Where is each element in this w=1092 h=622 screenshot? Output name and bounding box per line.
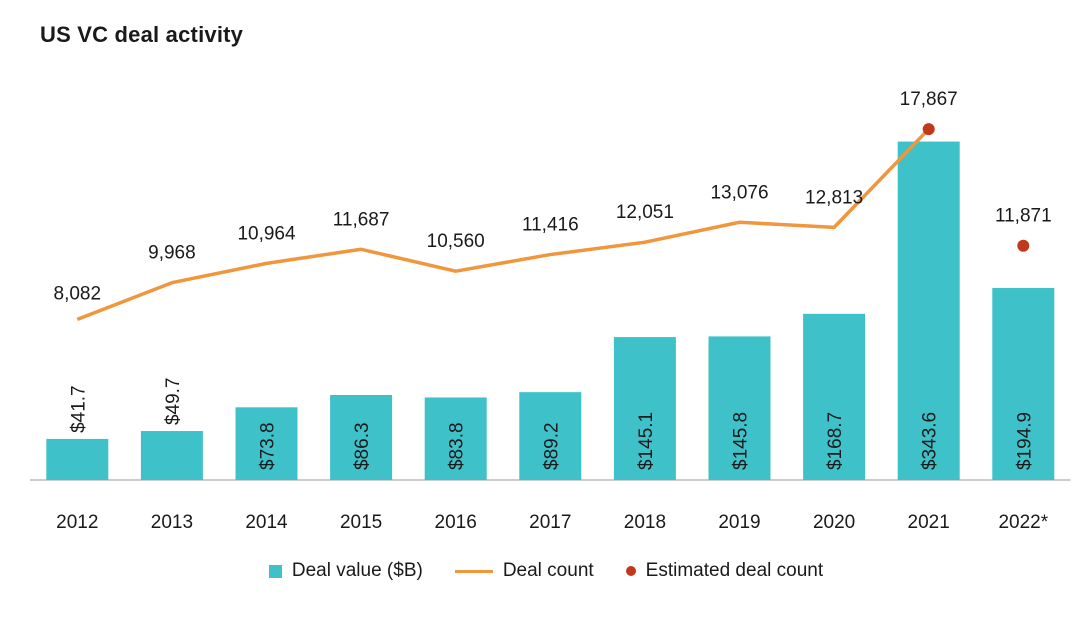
legend-swatch-bar [268, 564, 282, 578]
legend-item-deal-value: Deal value ($B) [268, 560, 423, 582]
bar-2020 [803, 313, 866, 480]
bar-label-2012: $41.7 [68, 385, 89, 433]
x-tick-label-2016: 2016 [435, 512, 477, 533]
legend-item-estimated: Estimated deal count [625, 560, 824, 582]
bar-2014 [235, 407, 298, 480]
deal-count-line [76, 127, 930, 322]
x-tick-label-2018: 2018 [624, 512, 666, 533]
bar-2012 [46, 438, 109, 480]
bar-2016 [424, 397, 487, 480]
legend-label-deal-count: Deal count [502, 560, 594, 581]
x-tick-label-2013: 2013 [151, 512, 193, 533]
deal-count-label-2020: 12,813 [805, 187, 863, 208]
legend-item-deal-count: Deal count [454, 560, 594, 582]
x-tick-label-2021: 2021 [908, 512, 950, 533]
x-tick-label-2014: 2014 [245, 512, 288, 533]
chart-title: US VC deal activity [40, 22, 244, 47]
bar-label-2022*: $194.9 [1014, 412, 1035, 470]
x-tick-label-2020: 2020 [813, 512, 855, 533]
bar-label-2020: $168.7 [825, 412, 846, 470]
bar-label-2016: $83.8 [447, 422, 468, 470]
bar-label-2017: $89.2 [541, 422, 562, 470]
estimated-dot-2022* [1017, 239, 1030, 252]
bar-2013 [140, 431, 203, 480]
bar-2022* [992, 288, 1055, 480]
chart-legend: Deal value ($B) Deal count Estimated dea… [0, 560, 1092, 582]
legend-label-deal-value: Deal value ($B) [291, 560, 423, 581]
deal-count-label-2014: 10,964 [237, 223, 296, 244]
deal-count-label-2018: 12,051 [616, 202, 674, 223]
x-tick-label-2012: 2012 [56, 512, 98, 533]
x-tick-label-2017: 2017 [529, 512, 571, 533]
chart-plot: $41.7 $49.7 $73.8 $86.3 $83.8 $89.2 $145.1 $145… [30, 89, 1071, 533]
deal-count-label-2019: 13,076 [710, 182, 768, 203]
bar-2019 [708, 336, 771, 480]
estimated-dot-2021 [922, 123, 935, 136]
bar-label-2021: $343.6 [920, 412, 941, 470]
x-tick-label-2019: 2019 [718, 512, 760, 533]
legend-label-estimated: Estimated deal count [645, 560, 824, 581]
bar-label-2015: $86.3 [352, 422, 373, 470]
estimated-label-2022*: 11,871 [995, 206, 1052, 227]
bar-2017 [519, 392, 582, 480]
x-tick-label-2022*: 2022* [998, 512, 1048, 533]
deal-count-label-2016: 10,560 [427, 231, 485, 252]
x-tick-label-2015: 2015 [340, 512, 382, 533]
legend-swatch-dot [625, 566, 636, 576]
legend-swatch-line [454, 569, 493, 573]
bar-label-2013: $49.7 [163, 377, 184, 425]
bar-2015 [330, 394, 393, 480]
bar-2021 [897, 141, 960, 480]
deal-count-label-2021: 17,867 [900, 89, 958, 110]
bar-2018 [613, 337, 676, 480]
deal-count-label-2015: 11,687 [333, 209, 390, 230]
deal-count-label-2013: 9,968 [148, 243, 196, 264]
deal-count-label-2017: 11,416 [522, 215, 579, 236]
bar-label-2019: $145.8 [731, 412, 752, 470]
deal-count-label-2012: 8,082 [54, 283, 102, 304]
bar-label-2018: $145.1 [636, 412, 657, 470]
bar-label-2014: $73.8 [258, 422, 279, 470]
